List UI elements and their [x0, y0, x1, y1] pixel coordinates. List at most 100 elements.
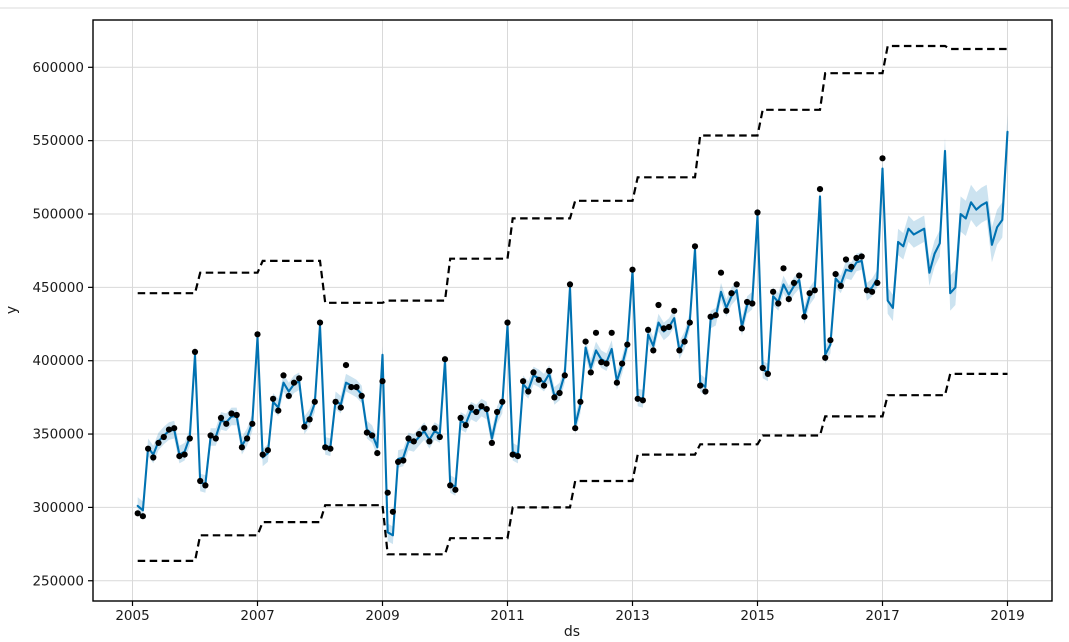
observed-point [842, 256, 850, 263]
observed-point [301, 423, 308, 430]
observed-point [717, 269, 725, 276]
observed-point [238, 444, 245, 451]
observed-point [483, 406, 490, 413]
observed-point [639, 397, 647, 404]
observed-point [316, 319, 324, 326]
observed-point [290, 379, 298, 386]
observed-point [863, 287, 871, 294]
observed-point [384, 489, 391, 496]
observed-point [566, 281, 574, 288]
observed-point [197, 477, 204, 485]
observed-point [540, 382, 548, 389]
y-tick-label: 450000 [32, 280, 84, 296]
observed-point [587, 369, 594, 376]
x-tick-label: 2009 [365, 608, 399, 624]
observed-point [780, 265, 787, 272]
observed-point [556, 389, 563, 397]
observed-point [592, 329, 600, 336]
y-tick-label: 300000 [32, 500, 84, 516]
observed-point [603, 360, 610, 367]
observed-point [827, 337, 834, 344]
observed-point [749, 300, 756, 307]
observed-point [551, 394, 558, 401]
observed-point [436, 433, 443, 441]
observed-point [181, 451, 188, 458]
observed-point [473, 408, 480, 416]
observed-point [374, 450, 381, 457]
observed-point [244, 435, 251, 442]
observed-point [770, 288, 777, 295]
x-ticks: 2005 2007 2009 2011 2013 2015 2017 2019 [115, 601, 1025, 624]
observed-point [478, 403, 485, 410]
y-ticks: 250000 300000 350000 400000 450000 500000 5500… [32, 60, 93, 589]
observed-point [311, 398, 318, 405]
y-tick-label: 350000 [32, 427, 84, 443]
x-tick-label: 2011 [490, 608, 524, 624]
observed-point [254, 331, 261, 338]
floor-line [137, 372, 1008, 562]
observed-point [233, 411, 240, 419]
observed-point [645, 326, 652, 333]
observed-point [520, 378, 527, 385]
observed-point [165, 426, 173, 433]
observed-point [723, 307, 730, 314]
observed-point [613, 379, 621, 386]
observed-point [155, 439, 162, 446]
observed-point [754, 209, 761, 216]
x-tick-label: 2007 [240, 608, 274, 624]
observed-point [322, 444, 329, 451]
observed-point [530, 369, 537, 376]
observed-point [738, 325, 746, 332]
x-tick-label: 2019 [990, 608, 1024, 624]
observed-point [634, 395, 641, 402]
observed-point [358, 392, 365, 399]
observed-point [191, 348, 199, 355]
observed-point [686, 319, 693, 326]
observed-point [858, 253, 865, 260]
y-tick-label: 500000 [32, 207, 84, 223]
observed-point [816, 186, 824, 193]
observed-point [249, 420, 256, 427]
x-tick-label: 2017 [865, 608, 899, 624]
observed-point [806, 290, 813, 297]
observed-point [342, 362, 350, 369]
observed-point [514, 453, 522, 460]
observed-point [796, 272, 803, 279]
observed-point [785, 296, 792, 303]
observed-point [395, 458, 402, 465]
observed-point [629, 266, 636, 273]
observed-point [811, 287, 818, 294]
observed-point [598, 359, 605, 366]
observed-point [353, 384, 360, 391]
observed-point [270, 395, 277, 402]
observed-point [369, 432, 376, 439]
observed-point [379, 378, 386, 385]
observed-point [535, 376, 542, 383]
observed-point [624, 341, 631, 348]
observed-point [457, 414, 464, 421]
observed-point [176, 453, 183, 460]
forecast-line [136, 130, 1009, 537]
observed-point [697, 382, 704, 389]
observed-point [832, 271, 839, 278]
observed-point [509, 451, 516, 458]
observed-point [655, 301, 662, 309]
observed-point [650, 347, 657, 354]
observed-point [572, 425, 579, 432]
x-tick-label: 2015 [740, 608, 774, 624]
observed-point [702, 388, 709, 395]
y-tick-label: 600000 [32, 60, 84, 76]
observed-point [488, 439, 495, 446]
x-tick-label: 2005 [115, 608, 149, 624]
observed-point [264, 447, 271, 454]
observed-point [217, 414, 225, 421]
observed-point [421, 425, 428, 432]
observed-point [764, 370, 772, 377]
observed-point [676, 347, 683, 354]
observed-point [775, 300, 782, 307]
observed-point [660, 325, 667, 332]
observed-point [707, 313, 714, 320]
observed-point [223, 420, 230, 427]
